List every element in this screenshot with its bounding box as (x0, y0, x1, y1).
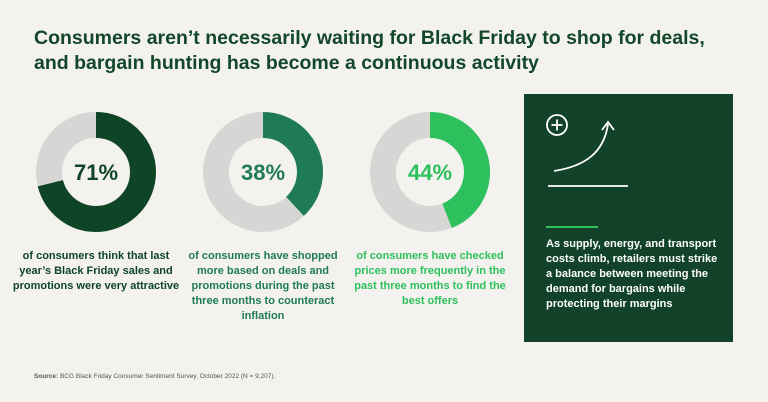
source-label: Source: (34, 373, 59, 380)
donut-arc-1 (36, 112, 156, 232)
panel-illustration (546, 114, 628, 187)
panel-text: As supply, energy, and transport costs c… (546, 238, 718, 310)
source-note: Source: BCG Black Friday Consumer Sentim… (34, 373, 275, 380)
donut-caption-3: of consumers have checked prices more fr… (354, 250, 506, 307)
panel-accent-rule (546, 226, 598, 228)
plus-circle-icon (546, 114, 568, 136)
donut-arc-2 (203, 112, 323, 232)
page-title: Consumers aren’t necessarily waiting for… (34, 27, 705, 74)
donut-svg-3: 44% (370, 112, 490, 232)
donut-value-2: 38% (241, 160, 285, 185)
donut-caption-2: of consumers have shopped more based on … (188, 250, 338, 322)
donut-value-3: 44% (408, 160, 452, 185)
insight-panel: As supply, energy, and transport costs c… (524, 94, 733, 342)
donut-caption-1: of consumers think that last year’s Blac… (12, 250, 180, 292)
growth-arrow-icon (548, 120, 628, 187)
donut-arc-3 (370, 112, 490, 232)
donut-chart-2: 38% (203, 112, 323, 232)
donut-svg-1: 71% (36, 112, 156, 232)
donut-chart-1: 71% (36, 112, 156, 232)
donut-svg-2: 38% (203, 112, 323, 232)
source-text: BCG Black Friday Consumer Sentiment Surv… (58, 373, 276, 380)
donut-chart-3: 44% (370, 112, 490, 232)
donut-value-1: 71% (74, 160, 118, 185)
